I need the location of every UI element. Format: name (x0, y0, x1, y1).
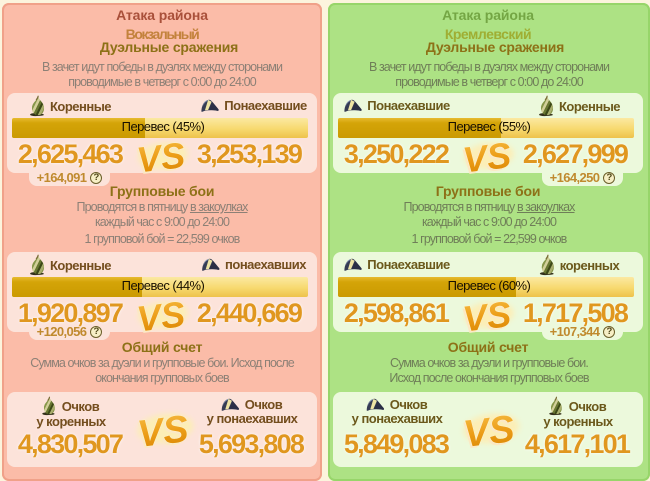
svg-text:VS: VS (461, 408, 516, 456)
svg-text:VS: VS (135, 408, 190, 456)
svg-text:VS: VS (460, 134, 513, 181)
svg-text:VS: VS (133, 410, 188, 458)
svg-text:VS: VS (132, 295, 185, 342)
svg-text:VS: VS (460, 293, 513, 340)
svg-text:VS: VS (458, 295, 511, 342)
svg-text:VS: VS (459, 410, 514, 458)
svg-text:VS: VS (134, 293, 187, 340)
svg-text:VS: VS (134, 134, 187, 181)
svg-text:VS: VS (132, 136, 185, 183)
svg-text:VS: VS (458, 136, 511, 183)
